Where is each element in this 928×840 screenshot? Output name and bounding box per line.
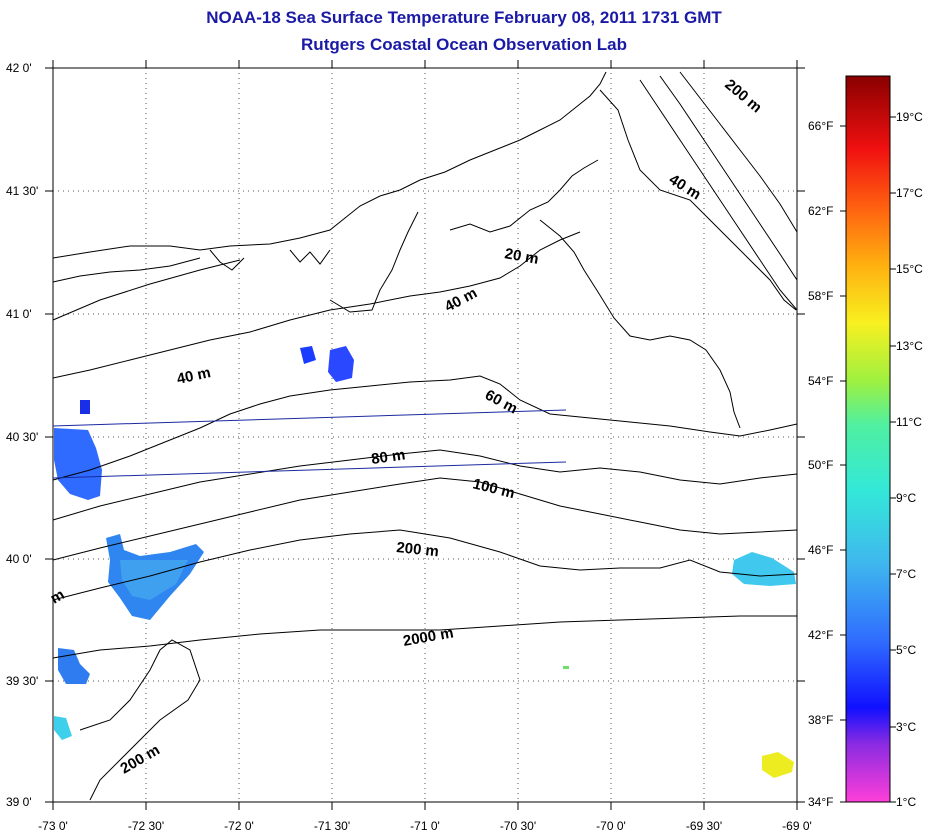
graticule (53, 68, 797, 802)
map-frame (52, 67, 798, 803)
sst-patch-north-a (300, 346, 316, 364)
colorbar-celsius-label: 1°C (896, 795, 916, 809)
lon-label: -72 0' (224, 819, 254, 833)
lat-label: 39 30' (6, 674, 38, 688)
colorbar-fahrenheit-label: 34°F (808, 795, 833, 809)
colorbar-celsius-label: 19°C (896, 110, 923, 124)
sst-patch-tiny (563, 666, 569, 669)
latitude-labels: 42 0' 41 30' 41 0' 40 30' 40 0' 39 30' 3… (6, 61, 38, 809)
sst-patch-yellow (762, 752, 794, 778)
colorbar-fahrenheit-label: 50°F (808, 458, 833, 472)
colorbar-gradient (845, 75, 891, 803)
colorbar-celsius-label: 9°C (896, 491, 916, 505)
lon-label: -69 30' (686, 819, 722, 833)
sst-patch-east (732, 552, 796, 586)
colorbar-celsius-label: 5°C (896, 643, 916, 657)
contour-label: 80 m (370, 446, 406, 468)
lon-label: -71 30' (314, 819, 350, 833)
lon-label: -70 30' (500, 819, 536, 833)
sst-patch-sw-cyan (54, 716, 72, 740)
colorbar-fahrenheit-label: 38°F (808, 713, 833, 727)
map-subtitle: Rutgers Coastal Ocean Observation Lab (301, 35, 627, 54)
colorbar-fahrenheit-label: 62°F (808, 204, 833, 218)
lat-label: 40 30' (6, 430, 38, 444)
colorbar-fahrenheit-label: 42°F (808, 628, 833, 642)
contour-label: 20 m (503, 245, 540, 268)
contour-label: 200 m (396, 539, 440, 560)
colorbar-celsius-label: 13°C (896, 339, 923, 353)
colorbar-celsius-label: 11°C (896, 415, 922, 429)
colorbar: 19°C 17°C 15°C 13°C 11°C 9°C 7°C 5°C 3°C… (808, 75, 923, 809)
lon-label: -70 0' (596, 819, 626, 833)
lat-label: 41 0' (6, 307, 32, 321)
lat-label: 41 30' (6, 184, 38, 198)
longitude-labels: -73 0' -72 30' -72 0' -71 30' -71 0' -70… (38, 819, 812, 833)
colorbar-fahrenheit-label: 58°F (808, 289, 833, 303)
bathymetry-contours (52, 71, 798, 801)
sst-patch-west (54, 428, 102, 500)
lat-label: 42 0' (6, 61, 32, 75)
map-title: NOAA-18 Sea Surface Temperature February… (206, 8, 722, 27)
colorbar-celsius-label: 3°C (896, 720, 916, 734)
colorbar-celsius-label: 15°C (896, 262, 923, 276)
lat-label: 39 0' (6, 795, 32, 809)
coastline (52, 71, 797, 429)
lon-label: -71 0' (410, 819, 440, 833)
contour-label: 40 m (175, 364, 212, 388)
lon-label: -69 0' (782, 819, 812, 833)
colorbar-fahrenheit-label: 46°F (808, 543, 833, 557)
sst-patch-small (80, 400, 90, 414)
axis-ticks (45, 60, 805, 810)
lon-label: -73 0' (38, 819, 68, 833)
colorbar-celsius-label: 17°C (896, 186, 923, 200)
satellite-track-lines (52, 409, 567, 479)
lon-label: -72 30' (128, 819, 164, 833)
lat-label: 40 0' (6, 552, 32, 566)
colorbar-celsius-label: 7°C (896, 567, 916, 581)
colorbar-fahrenheit-label: 54°F (808, 374, 833, 388)
colorbar-fahrenheit-label: 66°F (808, 119, 833, 133)
sst-patch-sw (58, 648, 90, 684)
sst-data-patches (54, 346, 796, 778)
sst-patch-north-b (328, 346, 354, 382)
